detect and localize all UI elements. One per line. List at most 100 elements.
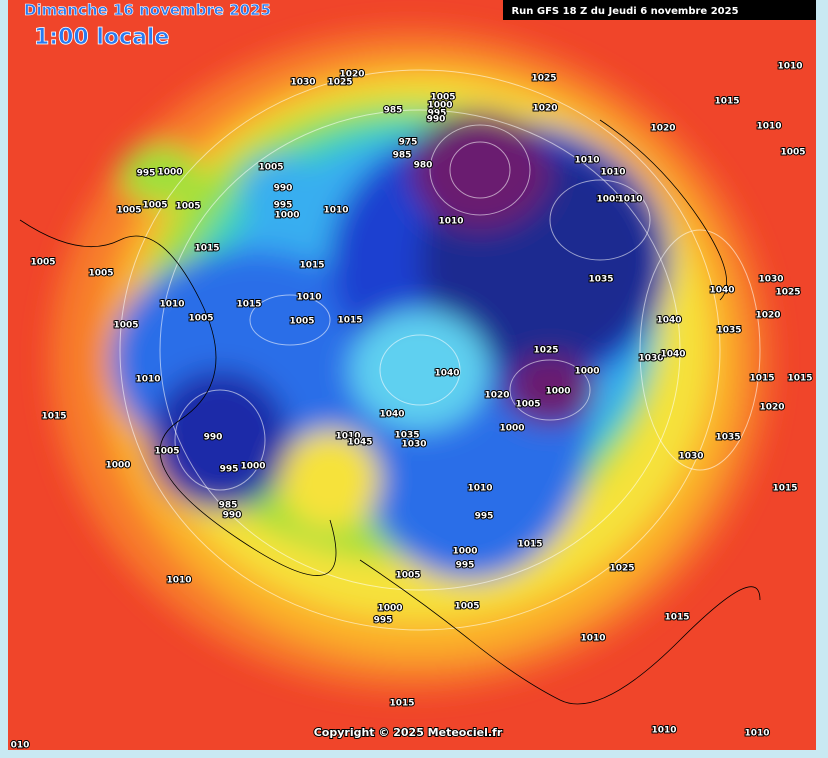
isobar-label: 1030	[401, 440, 426, 450]
isobar-label: 1025	[531, 74, 556, 84]
forecast-date: Dimanche 16 novembre 2025	[24, 1, 271, 19]
isobar-label: 1015	[664, 613, 689, 623]
forecast-time: 1:00 locale	[34, 25, 169, 50]
isobar-label: 975	[399, 138, 418, 148]
isobar-label: 1010	[323, 206, 348, 216]
isobar-label: 1005	[289, 317, 314, 327]
isobar-label: 1040	[709, 286, 734, 296]
isobar-label: 1020	[759, 403, 784, 413]
isobar-label: 1000	[427, 101, 452, 111]
isobar-label: 1045	[347, 438, 372, 448]
isobar-label: 1005	[258, 163, 283, 173]
isobar-label: 1010	[159, 300, 184, 310]
isobar-label: 1000	[499, 424, 524, 434]
isobar-label: 1035	[394, 431, 419, 441]
isobar-label: 1030	[678, 452, 703, 462]
isobar-label: 1015	[714, 97, 739, 107]
isobar-label: 990	[274, 184, 293, 194]
isobar-label: 1010	[335, 432, 360, 442]
isobar-label: 1030	[290, 78, 315, 88]
isobar-label: 1010	[296, 293, 321, 303]
isobar-label: 985	[393, 151, 412, 161]
isobar-label: 1015	[236, 300, 261, 310]
isobar-label: 1000	[574, 367, 599, 377]
isobar-label: 990	[204, 433, 223, 443]
isobar-label: 1000	[377, 604, 402, 614]
isobar-label: 1005	[430, 93, 455, 103]
isobar-label: 1005	[88, 269, 113, 279]
isobar-label: 980	[414, 161, 433, 171]
isobar-label: 1005	[395, 571, 420, 581]
isobar-label: 1010	[777, 62, 802, 72]
isobar-label: 995	[137, 169, 156, 179]
isobar-label: 1000	[274, 211, 299, 221]
isobar-label: 1010	[135, 375, 160, 385]
isobar-label: 1000	[157, 168, 182, 178]
isobar-label: 1000	[105, 461, 130, 471]
isobar-label: 1000	[452, 547, 477, 557]
isobar-label: 1020	[532, 104, 557, 114]
isobar-label: 1015	[389, 699, 414, 709]
isobar-label: 990	[223, 511, 242, 521]
isobar-label: 1025	[327, 78, 352, 88]
isobar-label: 1015	[299, 261, 324, 271]
isobar-label: 995	[475, 512, 494, 522]
isobar-label: 985	[219, 501, 238, 511]
isobar-label: 1020	[650, 124, 675, 134]
isobar-label: 995	[374, 616, 393, 626]
isobar-label: 1015	[749, 374, 774, 384]
isobar-label: 1005	[30, 258, 55, 268]
isobar-label: 1015	[337, 316, 362, 326]
isobar-label: 1005	[780, 148, 805, 158]
run-bar	[503, 0, 816, 20]
isobar-label: 1040	[660, 350, 685, 360]
isobar-label: 1030	[758, 275, 783, 285]
isobar-label: 1000	[545, 387, 570, 397]
isobar-label: 1005	[454, 602, 479, 612]
isobar-label: 1010	[438, 217, 463, 227]
isobar-label: 1010	[651, 726, 676, 736]
isobar-label: 1015	[772, 484, 797, 494]
isobar-label: 995	[428, 109, 447, 119]
isobar-label: 1015	[517, 540, 542, 550]
isobar-label: 1010	[617, 195, 642, 205]
isobar-label: 995	[456, 561, 475, 571]
isobar-label: 1005	[596, 195, 621, 205]
isobar-label: 1040	[434, 369, 459, 379]
copyright: Copyright © 2025 Meteociel.fr	[314, 726, 503, 739]
isobar-label: 1005	[113, 321, 138, 331]
isobar-label: 1010	[574, 156, 599, 166]
isobar-label: 1010	[166, 576, 191, 586]
isobar-label: 1020	[755, 311, 780, 321]
isobar-label: 1020	[484, 391, 509, 401]
isobar-label: 1015	[787, 374, 812, 384]
isobar-label: 1005	[515, 400, 540, 410]
isobar-label: 1020	[339, 70, 364, 80]
isobar-label: 1025	[533, 346, 558, 356]
isobar-label: 1005	[154, 447, 179, 457]
run-info: Run GFS 18 Z du Jeudi 6 novembre 2025	[511, 6, 738, 17]
isobar-label: 1010	[580, 634, 605, 644]
isobar-label: 1005	[116, 206, 141, 216]
isobar-label: 1005	[188, 314, 213, 324]
isobar-label: 1040	[656, 316, 681, 326]
isobar-label: 1035	[716, 326, 741, 336]
isobar-label: 1010	[756, 122, 781, 132]
isobar-label: 995	[220, 465, 239, 475]
isobar-label: 1040	[379, 410, 404, 420]
isobar-label: 1015	[194, 244, 219, 254]
isobar-label: 1035	[588, 275, 613, 285]
isobar-label: 1025	[609, 564, 634, 574]
isobar-label: 1030	[638, 354, 663, 364]
isobar-label: 1000	[240, 462, 265, 472]
isobar-label: 1025	[775, 288, 800, 298]
isobar-label: 1010	[744, 729, 769, 739]
isobar-label: 010	[11, 741, 30, 751]
isobar-label: 1010	[600, 168, 625, 178]
isobar-label: 1035	[715, 433, 740, 443]
map-field	[8, 0, 816, 750]
isobar-label: 985	[384, 106, 403, 116]
isobar-label: 1010	[467, 484, 492, 494]
